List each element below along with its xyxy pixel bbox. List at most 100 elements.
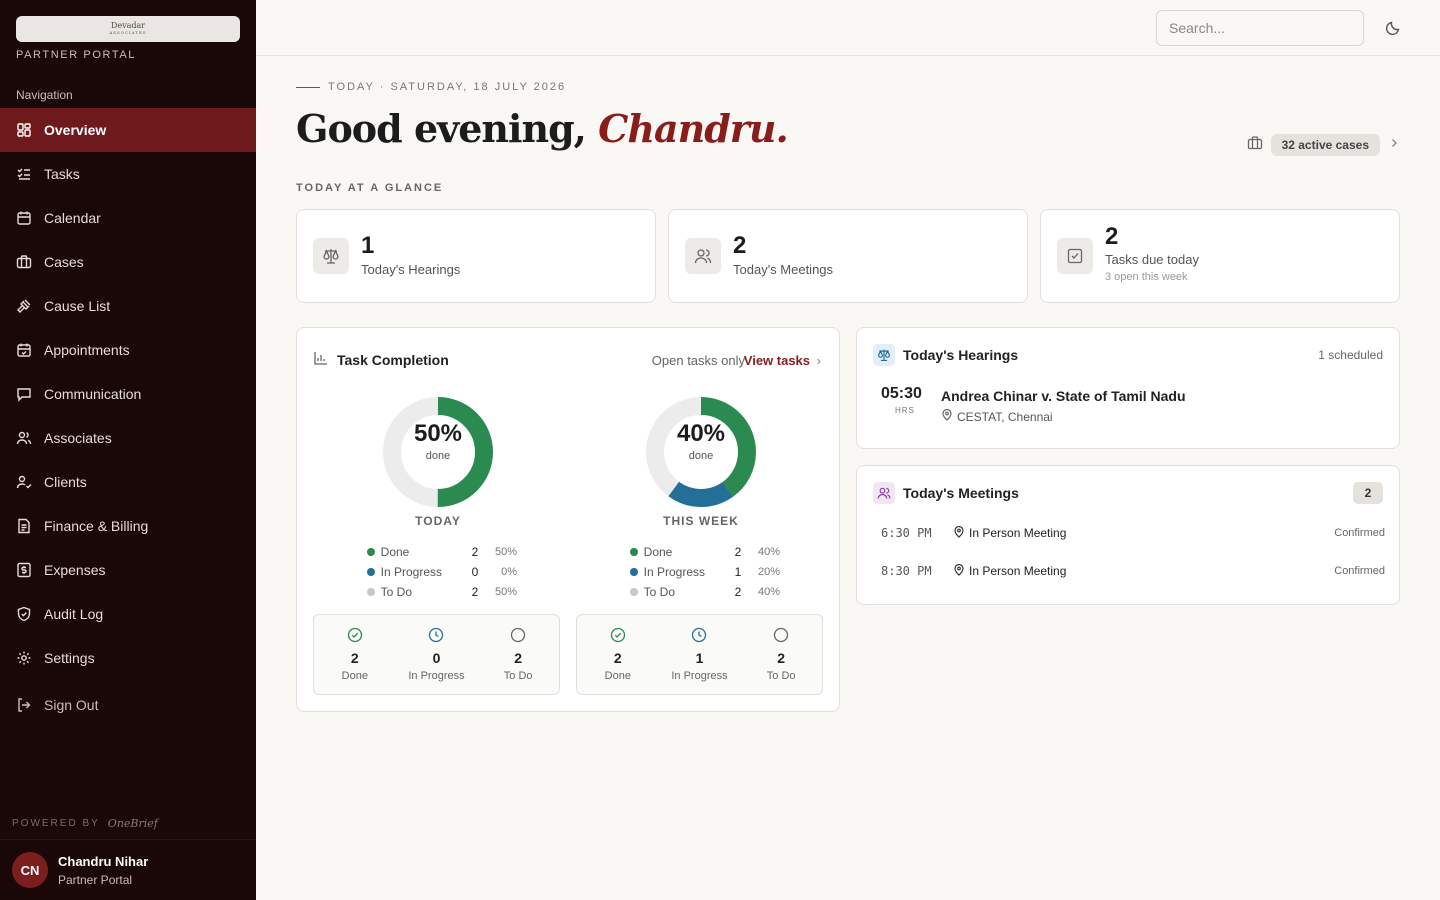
sidebar-item-overview[interactable]: Overview bbox=[0, 108, 256, 152]
count-todo: 2 To Do bbox=[743, 615, 819, 694]
page-title: Good evening, Chandru. bbox=[296, 106, 789, 151]
count-label: Done bbox=[604, 670, 631, 682]
stat-card-meetings[interactable]: 2 Today's Meetings bbox=[668, 209, 1028, 303]
hearing-time-unit: HRS bbox=[895, 406, 915, 415]
count-label: To Do bbox=[503, 670, 533, 682]
sidebar-item-finance-billing[interactable]: Finance & Billing bbox=[0, 504, 256, 548]
legend-today: Done 2 50% In Progress 0 0% To Do 2 50% bbox=[367, 542, 517, 602]
nav-heading: Navigation bbox=[16, 88, 73, 102]
sidebar-item-expenses[interactable]: Expenses bbox=[0, 548, 256, 592]
active-cases-link[interactable]: 32 active cases bbox=[1247, 134, 1400, 156]
stat-label: Tasks due today bbox=[1105, 252, 1199, 267]
meeting-row[interactable]: 6:30 PM In Person Meeting Confirmed bbox=[881, 523, 1385, 543]
open-tasks-only-label: Open tasks only bbox=[651, 353, 745, 368]
legend-week: Done 2 40% In Progress 1 20% To Do 2 40% bbox=[630, 542, 780, 602]
legend-row-todo: To Do 2 40% bbox=[630, 582, 780, 602]
count-done: 2 Done bbox=[317, 615, 393, 694]
count-in-progress: 1 In Progress bbox=[661, 615, 737, 694]
sidebar-item-associates[interactable]: Associates bbox=[0, 416, 256, 460]
count-todo: 2 To Do bbox=[480, 615, 556, 694]
logout-icon bbox=[16, 697, 32, 713]
count-done: 2 Done bbox=[580, 615, 656, 694]
check-circle-icon bbox=[347, 627, 363, 647]
donut-done-label: done bbox=[425, 450, 451, 462]
meeting-time: 8:30 PM bbox=[881, 564, 932, 578]
receipt-icon bbox=[16, 518, 32, 534]
legend-value: 2 bbox=[471, 585, 479, 599]
sidebar-item-appointments[interactable]: Appointments bbox=[0, 328, 256, 372]
powered-by: POWERED BY OneBrief bbox=[12, 817, 158, 830]
message-icon bbox=[16, 386, 32, 402]
donut-chart-week bbox=[646, 397, 756, 507]
legend-dot bbox=[630, 588, 638, 596]
count-summary-today: 2 Done 0 In Progress 2 To Do bbox=[313, 614, 560, 695]
chevron-right-icon: › bbox=[816, 353, 821, 368]
donut-chart-today bbox=[383, 397, 493, 507]
legend-row-in-progress: In Progress 1 20% bbox=[630, 562, 780, 582]
count-value: 2 bbox=[613, 650, 622, 666]
powered-by-label: POWERED BY bbox=[12, 818, 100, 829]
signout-area: Sign Out bbox=[0, 683, 256, 727]
sidebar-item-label: Cases bbox=[44, 254, 84, 270]
meeting-row[interactable]: 8:30 PM In Person Meeting Confirmed bbox=[881, 561, 1385, 581]
count-value: 2 bbox=[350, 650, 359, 666]
briefcase-icon bbox=[16, 254, 32, 270]
legend-row-done: Done 2 40% bbox=[630, 542, 780, 562]
user-profile[interactable]: CN Chandru Nihar Partner Portal bbox=[0, 839, 256, 900]
stat-label: Today's Meetings bbox=[733, 262, 834, 277]
logo-line-1: Devadar bbox=[110, 21, 146, 30]
stat-label: Today's Hearings bbox=[361, 262, 461, 277]
sidebar-item-communication[interactable]: Communication bbox=[0, 372, 256, 416]
hearings-panel: Today's Hearings 1 scheduled 05:30 HRS A… bbox=[856, 327, 1400, 449]
donut-segment-done bbox=[646, 397, 756, 507]
sidebar-item-settings[interactable]: Settings bbox=[0, 636, 256, 680]
users-icon bbox=[685, 238, 721, 274]
gavel-icon bbox=[16, 298, 32, 314]
sidebar-item-calendar[interactable]: Calendar bbox=[0, 196, 256, 240]
stat-card-hearings[interactable]: 1 Today's Hearings bbox=[296, 209, 656, 303]
donut-segment-in-progress bbox=[646, 397, 756, 507]
hearings-count: 1 scheduled bbox=[1318, 348, 1383, 362]
legend-value: 2 bbox=[471, 545, 479, 559]
count-label: To Do bbox=[766, 670, 796, 682]
stat-card-tasks-due[interactable]: 2 Tasks due today 3 open this week bbox=[1040, 209, 1400, 303]
meeting-title-text: In Person Meeting bbox=[969, 564, 1067, 578]
active-cases-badge: 32 active cases bbox=[1270, 134, 1380, 156]
sidebar-item-cases[interactable]: Cases bbox=[0, 240, 256, 284]
sidebar-item-tasks[interactable]: Tasks bbox=[0, 152, 256, 196]
powered-brand-logo: OneBrief bbox=[107, 817, 158, 830]
meeting-title: In Person Meeting bbox=[953, 563, 1334, 579]
map-pin-icon bbox=[953, 563, 965, 579]
sidebar-item-label: Tasks bbox=[44, 166, 80, 182]
stat-value: 2 bbox=[733, 232, 747, 259]
clock-icon bbox=[428, 627, 444, 647]
sidebar-item-clients[interactable]: Clients bbox=[0, 460, 256, 504]
users-icon bbox=[873, 482, 895, 504]
view-tasks-link[interactable]: View tasks › bbox=[744, 353, 821, 368]
count-label: Done bbox=[341, 670, 368, 682]
sidebar-item-cause-list[interactable]: Cause List bbox=[0, 284, 256, 328]
portal-label: PARTNER PORTAL bbox=[16, 49, 136, 61]
count-value: 2 bbox=[514, 650, 523, 666]
sidebar-item-label: Associates bbox=[44, 430, 112, 446]
search-input[interactable] bbox=[1156, 10, 1364, 46]
legend-percent: 40% bbox=[757, 586, 780, 598]
firm-logo[interactable]: Devadar ASSOCIATES bbox=[16, 16, 240, 42]
count-value: 1 bbox=[695, 650, 704, 666]
legend-value: 1 bbox=[734, 565, 742, 579]
legend-percent: 20% bbox=[757, 566, 780, 578]
legend-row-done: Done 2 50% bbox=[367, 542, 517, 562]
legend-percent: 50% bbox=[494, 586, 517, 598]
moon-icon[interactable] bbox=[1384, 19, 1402, 37]
legend-row-in-progress: In Progress 0 0% bbox=[367, 562, 517, 582]
sign-out-button[interactable]: Sign Out bbox=[0, 683, 256, 727]
user-name: Chandru Nihar bbox=[58, 853, 149, 869]
donut-segment-done bbox=[383, 397, 493, 507]
hearings-title: Today's Hearings bbox=[903, 347, 1019, 363]
task-completion-title: Task Completion bbox=[337, 352, 449, 368]
sidebar-item-audit-log[interactable]: Audit Log bbox=[0, 592, 256, 636]
donut-percent: 40% bbox=[676, 420, 726, 447]
legend-name: To Do bbox=[643, 585, 676, 599]
hearing-case-title: Andrea Chinar v. State of Tamil Nadu bbox=[941, 388, 1186, 404]
meeting-status: Confirmed bbox=[1334, 527, 1385, 539]
